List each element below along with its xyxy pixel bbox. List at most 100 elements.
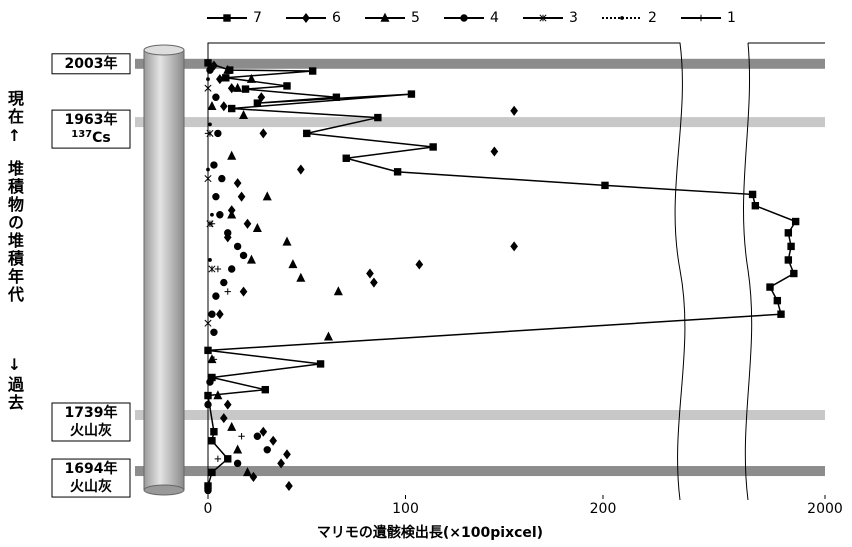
marker xyxy=(212,192,220,201)
marker xyxy=(262,191,272,201)
marker xyxy=(227,421,237,431)
marker xyxy=(204,84,212,92)
marker xyxy=(210,212,214,217)
marker xyxy=(222,74,230,82)
marker xyxy=(277,458,285,469)
marker xyxy=(243,218,252,229)
marker xyxy=(460,14,468,22)
x-tick-label: 100 xyxy=(392,501,419,517)
core-cylinder xyxy=(143,49,185,491)
x-axis-label: マリモの遺骸検出長(×100pixcel) xyxy=(317,524,543,541)
marker xyxy=(323,331,333,341)
marker xyxy=(253,99,262,107)
event-material: 火山灰 xyxy=(70,478,112,495)
marker xyxy=(227,209,237,219)
marker xyxy=(224,455,232,463)
event-band xyxy=(135,117,825,128)
marker xyxy=(214,129,222,138)
marker xyxy=(220,278,228,287)
marker xyxy=(283,449,291,460)
marker xyxy=(228,265,236,273)
marker xyxy=(210,356,218,363)
marker xyxy=(490,146,499,157)
marker xyxy=(239,251,248,260)
marker xyxy=(510,105,518,116)
marker xyxy=(210,428,218,436)
marker xyxy=(374,113,382,122)
marker xyxy=(214,455,222,463)
right-panel-frame xyxy=(743,42,825,501)
legend-label: 7 xyxy=(253,10,262,26)
marker xyxy=(269,435,278,446)
marker xyxy=(223,14,231,22)
marker xyxy=(366,268,374,279)
marker xyxy=(601,181,609,190)
marker xyxy=(204,346,212,355)
marker xyxy=(239,286,248,297)
isotope-symbol: Cs xyxy=(92,130,111,146)
marker xyxy=(216,309,224,320)
marker xyxy=(253,432,262,440)
marker xyxy=(393,168,402,176)
marker xyxy=(208,310,216,318)
legend-label: 5 xyxy=(411,10,420,26)
marker xyxy=(223,64,233,74)
marker xyxy=(773,296,782,305)
event-label: 1694年 xyxy=(65,460,118,477)
marker xyxy=(206,66,214,74)
marker xyxy=(766,283,774,291)
series-line xyxy=(207,62,797,487)
marker xyxy=(206,167,210,172)
marker xyxy=(784,256,793,264)
event-box xyxy=(51,53,131,75)
marker xyxy=(216,74,224,85)
marker xyxy=(210,328,218,336)
marker xyxy=(790,269,798,278)
marker xyxy=(224,229,232,237)
marker xyxy=(380,12,390,22)
marker xyxy=(285,480,293,491)
marker xyxy=(246,254,256,264)
marker xyxy=(246,73,256,83)
marker xyxy=(204,391,212,400)
marker xyxy=(233,242,242,251)
event-box xyxy=(51,109,131,149)
marker xyxy=(210,60,218,71)
legend-label: 6 xyxy=(332,10,341,26)
marker xyxy=(204,130,212,137)
marker xyxy=(207,100,217,110)
marker xyxy=(282,236,292,246)
marker xyxy=(212,292,220,300)
marker xyxy=(214,265,222,273)
marker xyxy=(259,426,268,437)
marker xyxy=(204,400,212,409)
marker xyxy=(777,310,785,318)
side-label: 現在↑ xyxy=(5,90,24,147)
event-label: 1963年 xyxy=(65,111,118,128)
marker xyxy=(208,220,216,227)
side-label: 堆積物の堆積年代 xyxy=(5,160,24,304)
event-label: 1739年 xyxy=(65,404,118,421)
marker xyxy=(303,129,311,138)
marker xyxy=(219,101,228,112)
marker xyxy=(239,110,249,120)
event-band xyxy=(135,58,825,69)
marker xyxy=(333,286,343,296)
marker xyxy=(204,59,212,67)
marker xyxy=(233,444,243,454)
marker xyxy=(206,378,214,386)
marker xyxy=(227,83,236,94)
core-top xyxy=(143,44,185,56)
marker xyxy=(308,67,317,75)
marker xyxy=(296,272,306,282)
marker xyxy=(332,93,341,101)
marker xyxy=(219,413,228,424)
marker xyxy=(212,93,220,101)
marker xyxy=(748,190,757,199)
marker xyxy=(784,229,793,237)
marker xyxy=(370,277,378,288)
marker xyxy=(218,174,226,183)
marker xyxy=(204,175,212,183)
marker xyxy=(257,92,266,103)
